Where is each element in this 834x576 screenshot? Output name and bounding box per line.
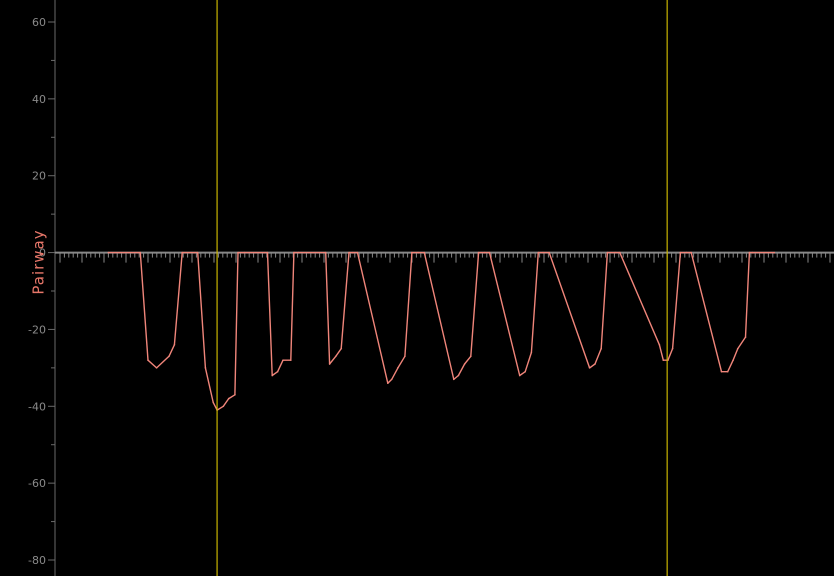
trace-point	[477, 251, 480, 254]
trace-point	[168, 355, 170, 358]
trace-point	[282, 359, 284, 361]
trace-point	[685, 251, 688, 254]
trace-point	[204, 367, 207, 369]
trace-point	[594, 363, 596, 365]
trace-point	[671, 347, 674, 350]
y-tick-label: 20	[32, 170, 46, 183]
trace-point	[662, 359, 665, 361]
trace-point	[290, 359, 292, 361]
trace-point	[606, 251, 609, 254]
trace-point	[335, 355, 337, 358]
trace-point	[748, 251, 751, 254]
trace-layer	[107, 251, 776, 411]
trace-point	[237, 251, 239, 254]
trace-point	[222, 405, 225, 408]
trace-point	[227, 397, 230, 400]
trace-point	[390, 378, 393, 381]
cursor-layer	[216, 0, 668, 576]
trace-point	[537, 251, 540, 254]
trace-point	[530, 351, 533, 354]
trace-point	[614, 251, 616, 254]
trace-point	[340, 347, 343, 350]
trace-point	[720, 370, 723, 373]
trace-point	[588, 367, 591, 369]
trace-point	[352, 251, 354, 254]
trace-point	[276, 370, 279, 373]
trace-point	[271, 374, 273, 377]
trace-point	[463, 363, 466, 365]
trace-point	[423, 251, 426, 254]
trace-point	[411, 251, 413, 254]
trace-point	[196, 251, 199, 254]
y-tick-label: -40	[28, 400, 46, 413]
trace-point	[524, 370, 526, 373]
trace-point	[404, 355, 406, 358]
trace-point	[397, 367, 399, 369]
trace-point	[548, 251, 551, 254]
trace-point	[484, 251, 486, 254]
trace-point	[173, 344, 176, 346]
trace-point	[732, 359, 734, 361]
trace-point	[155, 367, 158, 369]
trace-point	[488, 251, 491, 254]
y-tick-label: -80	[28, 554, 46, 567]
trace-point	[297, 251, 300, 254]
trace-point	[744, 336, 747, 338]
trace-point	[690, 251, 693, 254]
trace-point	[147, 359, 149, 361]
trace-point	[736, 347, 739, 350]
trace-point	[470, 355, 472, 358]
trace-point	[518, 374, 521, 377]
trace-point	[726, 370, 729, 373]
trace-point	[328, 363, 331, 365]
y-tick-label: -20	[28, 323, 46, 336]
trace-point	[417, 251, 419, 254]
trace-point	[293, 251, 295, 254]
y-tick-label: -60	[28, 477, 46, 490]
trace-point	[658, 344, 661, 346]
y-tick-label: 0	[39, 247, 46, 260]
trace-point	[619, 251, 621, 254]
trace-point	[457, 374, 460, 377]
y-axis: 60 40 20 0 -20 -40 -60 -80	[28, 0, 56, 576]
trace-point	[212, 401, 214, 404]
trace-point	[348, 251, 350, 254]
trace-point	[387, 382, 389, 385]
trace-point	[266, 251, 269, 254]
y-tick-label: 40	[32, 93, 46, 106]
trace-point	[542, 251, 544, 254]
y-axis-label: Pairway	[29, 229, 48, 295]
trace-point	[356, 251, 359, 254]
trace-point	[600, 347, 602, 350]
trace-point	[243, 251, 246, 254]
y-tick-label: 60	[32, 16, 46, 29]
trace-point	[324, 251, 327, 254]
trace-point	[751, 251, 754, 254]
trace-point	[107, 251, 110, 254]
trace-point	[773, 251, 776, 254]
trace-point	[234, 393, 236, 396]
trace-point	[452, 378, 455, 381]
trace-point	[181, 251, 183, 254]
trace-point	[139, 251, 142, 254]
trace-point	[679, 251, 682, 254]
